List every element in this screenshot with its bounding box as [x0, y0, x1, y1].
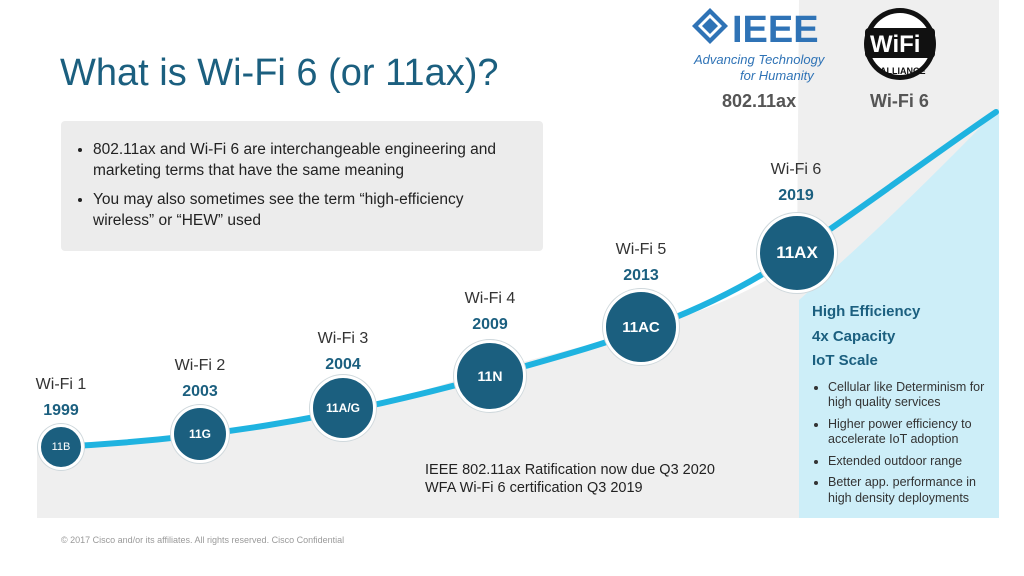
generation-label-wifi5: Wi-Fi 5 2013: [581, 241, 701, 285]
generation-label-wifi1: Wi-Fi 1 1999: [1, 376, 121, 420]
ratification-line2: WFA Wi-Fi 6 certification Q3 2019: [425, 480, 643, 496]
generation-name: Wi-Fi 5: [615, 241, 667, 258]
ieee-tagline-line1: Advancing Technology: [693, 52, 826, 67]
timeline-background: [37, 0, 999, 518]
panel-bullet: Higher power efficiency to accelerate Io…: [828, 417, 992, 448]
generation-name: Wi-Fi 6: [770, 161, 822, 178]
generation-year: 2004: [325, 356, 361, 373]
panel-bullet: Cellular like Determinism for high quali…: [828, 380, 992, 411]
generation-label-wifi4: Wi-Fi 4 2009: [430, 290, 550, 334]
generation-name: Wi-Fi 2: [174, 357, 226, 374]
ieee-caption: 802.11ax: [722, 91, 797, 111]
generation-label-wifi3: Wi-Fi 3 2004: [283, 330, 403, 374]
node-11ax: 11AX: [757, 213, 837, 293]
info-bullet: 802.11ax and Wi-Fi 6 are interchangeable…: [93, 139, 523, 181]
wifi-caption: Wi-Fi 6: [870, 91, 929, 111]
ratification-note: IEEE 802.11ax Ratification now due Q3 20…: [425, 461, 715, 497]
generation-label-wifi2: Wi-Fi 2 2003: [140, 357, 260, 401]
generation-year: 2013: [623, 267, 659, 284]
panel-highlight: 4x Capacity: [812, 327, 896, 345]
panel-bullet: Extended outdoor range: [828, 454, 992, 470]
generation-label-wifi6: Wi-Fi 6 2019: [736, 161, 856, 205]
wifi6-panel-background: [799, 108, 999, 518]
generation-year: 2009: [472, 316, 508, 333]
node-11n: 11N: [454, 340, 526, 412]
generation-year: 2019: [778, 187, 814, 204]
generation-name: Wi-Fi 3: [317, 330, 369, 347]
node-11ag: 11A/G: [310, 375, 376, 441]
node-11b: 11B: [38, 424, 84, 470]
ieee-brand-text: IEEE: [732, 9, 819, 51]
generation-name: Wi-Fi 1: [35, 376, 87, 393]
wifi-alliance-logo: WiFi ALLIANCE: [855, 6, 955, 116]
generation-year: 1999: [43, 402, 79, 419]
wifi-brand-text: WiFi: [870, 31, 920, 58]
generation-year: 2003: [182, 383, 218, 400]
panel-bullet: Better app. performance in high density …: [828, 475, 992, 506]
ieee-tagline-line2: for Humanity: [740, 68, 815, 83]
generation-name: Wi-Fi 4: [464, 290, 516, 307]
info-box: 802.11ax and Wi-Fi 6 are interchangeable…: [61, 121, 543, 251]
panel-highlight: High Efficiency: [812, 303, 921, 320]
info-bullet: You may also sometimes see the term “hig…: [93, 189, 523, 231]
wifi6-panel: High Efficiency 4x Capacity IoT Scale Ce…: [812, 300, 992, 512]
panel-highlight: IoT Scale: [812, 352, 878, 369]
ratification-line1: IEEE 802.11ax Ratification now due Q3 20…: [425, 462, 715, 478]
ieee-logo: IEEE Advancing Technology for Humanity: [690, 6, 840, 116]
wifi-alliance-text: ALLIANCE: [880, 66, 926, 76]
node-11g: 11G: [171, 405, 229, 463]
footer-copyright: © 2017 Cisco and/or its affiliates. All …: [61, 535, 345, 545]
page-title: What is Wi-Fi 6 (or 11ax)?: [60, 52, 499, 94]
node-11ac: 11AC: [603, 289, 679, 365]
